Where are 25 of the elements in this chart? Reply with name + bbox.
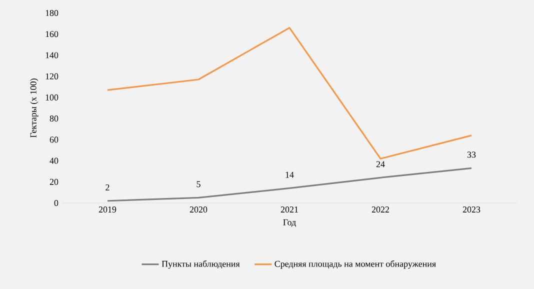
- y-tick-label: 100: [46, 94, 58, 100]
- y-tick-label: 80: [50, 116, 58, 122]
- y-tick-label: 40: [50, 158, 58, 164]
- legend-label: Средняя площадь на момент обнаружения: [274, 260, 436, 269]
- data-label: 2: [106, 184, 110, 190]
- legend-label: Пункты наблюдения: [162, 260, 240, 269]
- x-tick-label: 2021: [280, 206, 298, 213]
- y-tick-label: 160: [46, 31, 58, 38]
- x-tick-label: 2022: [372, 206, 389, 213]
- y-tick-label: 0: [54, 200, 58, 206]
- data-label: 24: [376, 161, 385, 168]
- y-axis-title: Гектары (x 100): [30, 78, 38, 138]
- data-label: 14: [286, 172, 294, 178]
- x-axis-title: Год: [283, 219, 296, 228]
- x-tick-label: 2020: [190, 206, 208, 213]
- data-label: 33: [467, 152, 476, 158]
- y-tick-label: 120: [46, 73, 58, 80]
- data-label: 5: [196, 181, 200, 188]
- y-tick-label: 140: [46, 52, 58, 58]
- y-tick-label: 20: [50, 178, 58, 185]
- line-series: [106, 167, 472, 202]
- y-tick-label: 180: [46, 10, 58, 16]
- x-tick-label: 2019: [98, 206, 116, 213]
- y-tick-label: 60: [50, 136, 58, 143]
- x-tick-label: 2023: [462, 206, 480, 213]
